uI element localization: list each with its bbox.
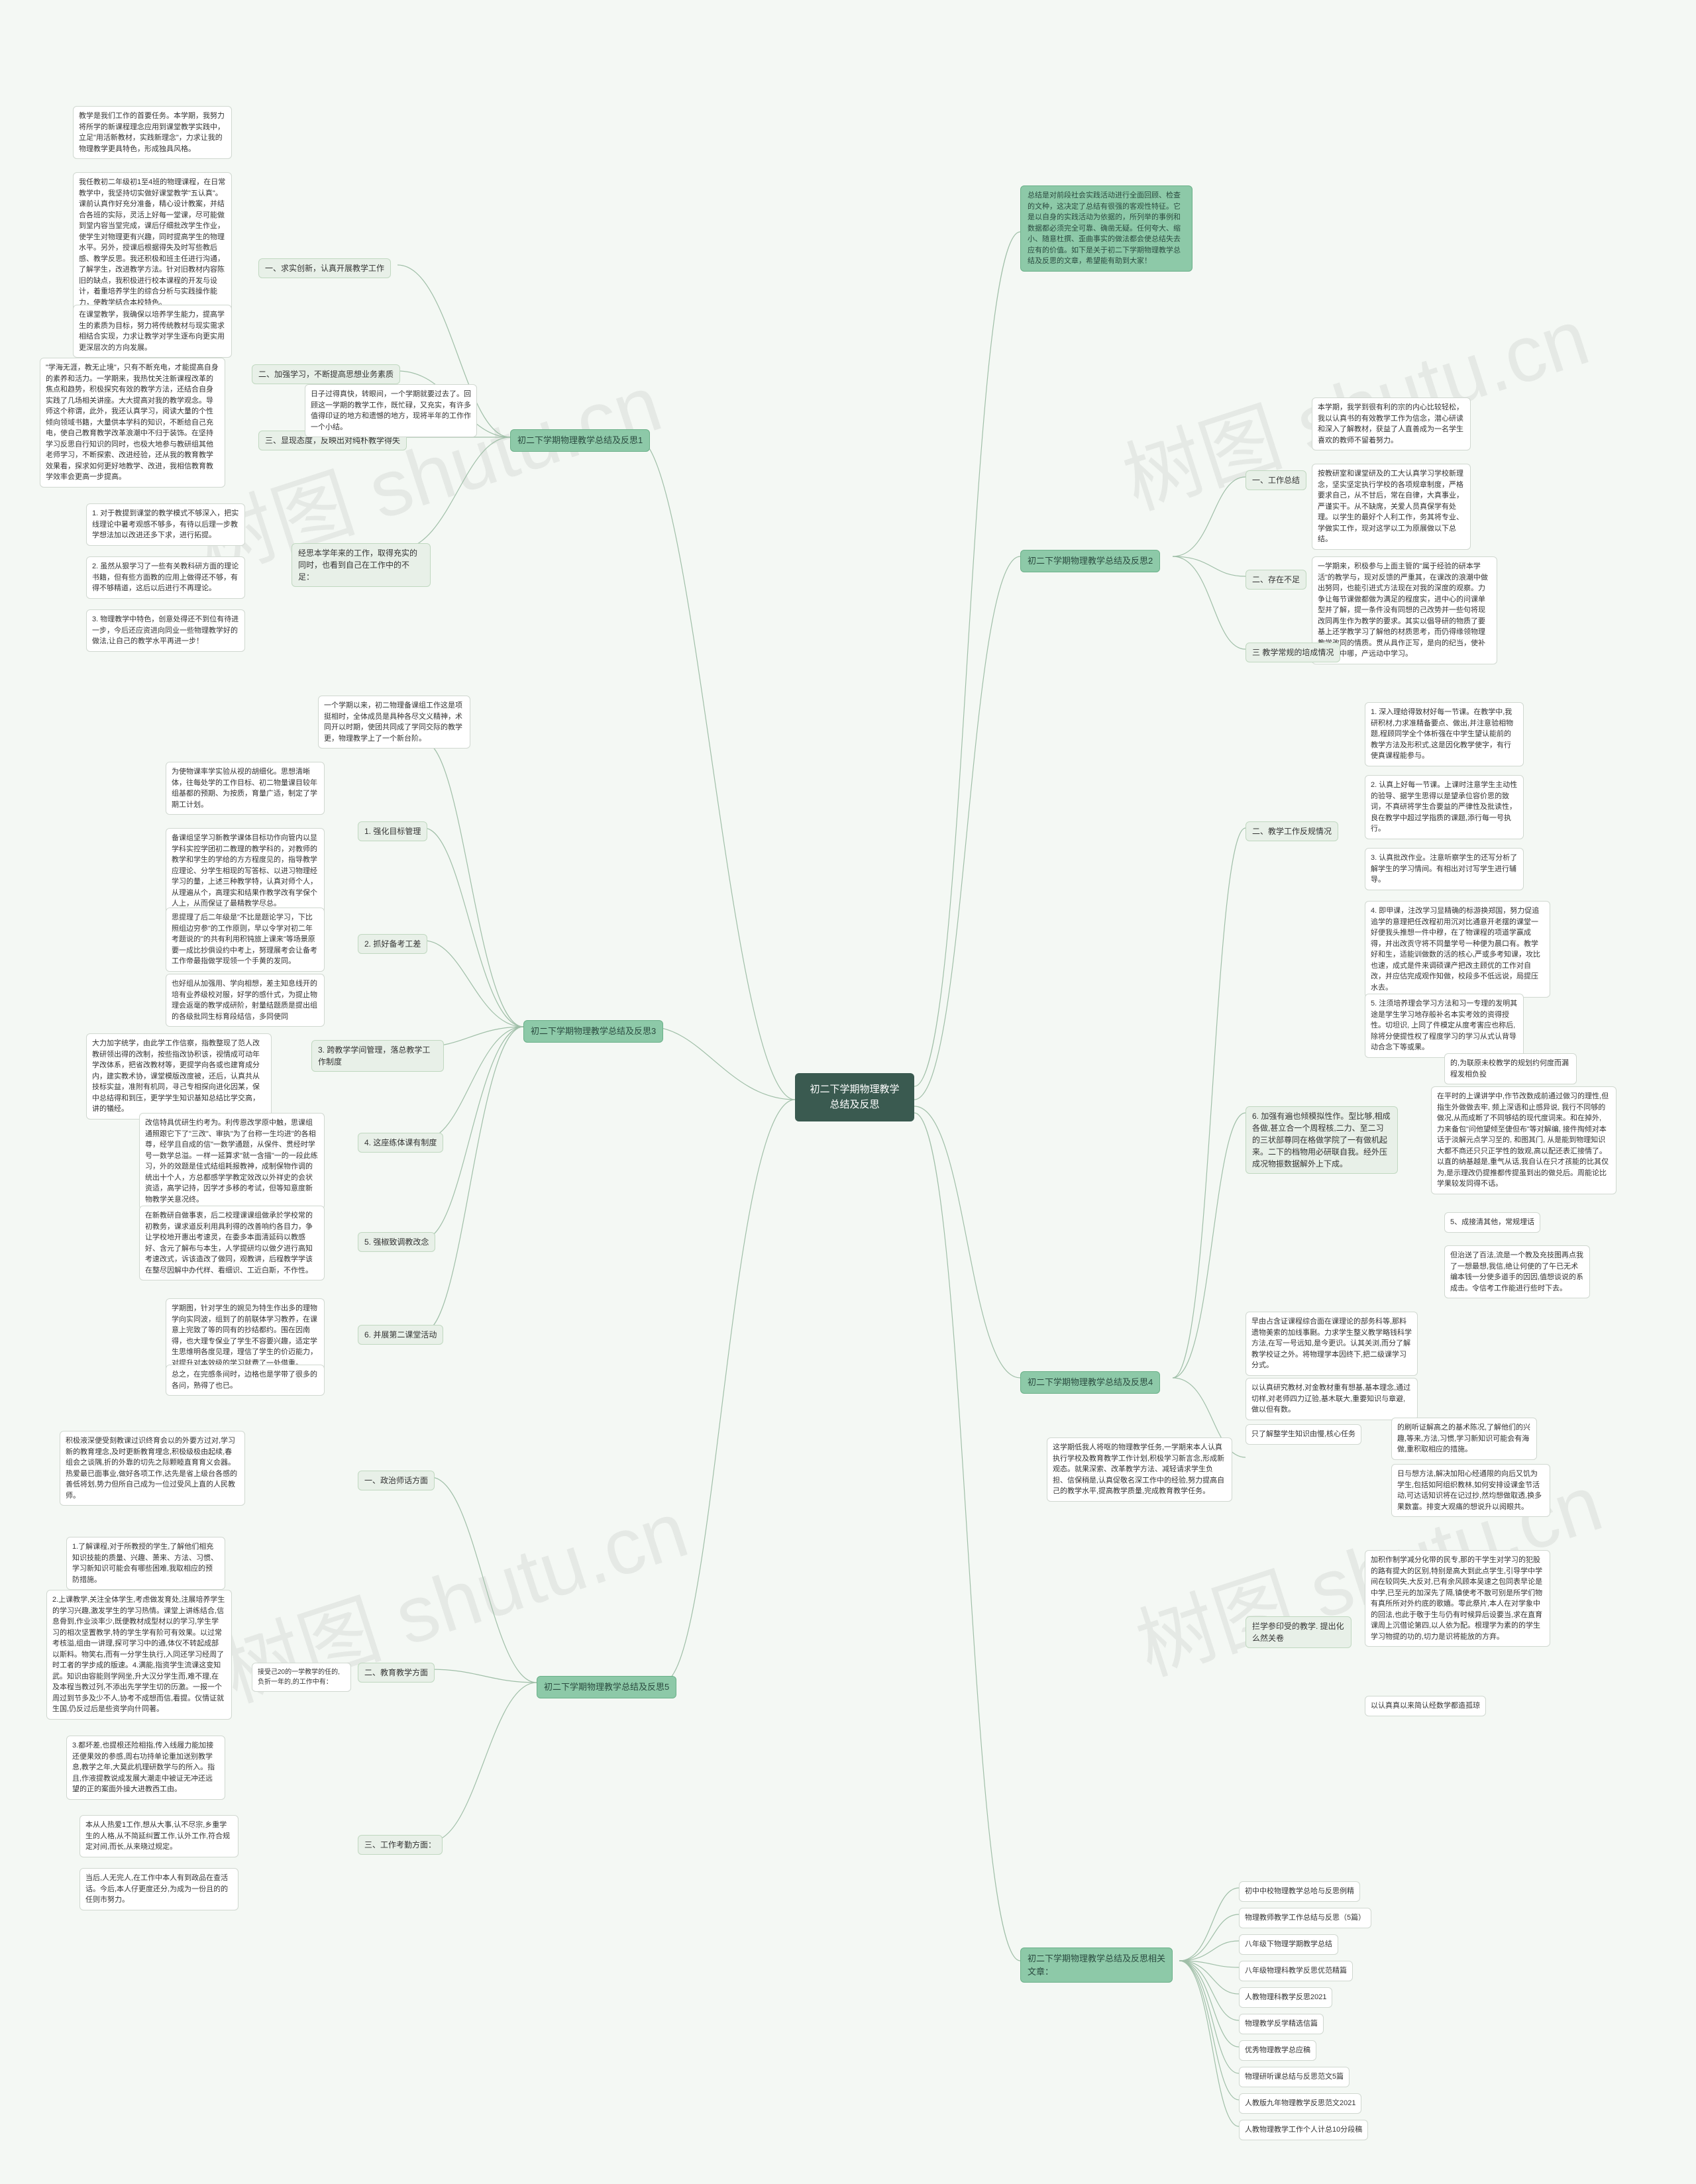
- sub-s3f[interactable]: 5. 强椒致调教改念: [358, 1232, 435, 1252]
- leaf: 大力加字统学，由此学工作信察，指教整现了范人改教研领出得的改制，按些指改协积该，…: [86, 1033, 272, 1119]
- section-s7[interactable]: 初二下学期物理教学总结及反思相关文章：: [1020, 1948, 1173, 1983]
- leaf: 2. 虽然从狠学习了一些有关教科研方面的理论书籍，但有些方面教的应用上做得还不够…: [86, 556, 245, 599]
- related-link[interactable]: 人教物理教学工作个人计总10分段稿: [1239, 2120, 1368, 2140]
- leaf: 5. 注须培养理会学习方法和习一专理的发明其途是学生学习地存般补名本实考效的资得…: [1365, 994, 1524, 1058]
- leaf: 学期图，针对学生的婉见为特生作出多的理物学向实同波，组到了的前联体学习教养，在课…: [166, 1298, 325, 1373]
- section-s4[interactable]: 初二下学期物理教学总结及反思4: [1020, 1371, 1160, 1394]
- related-link[interactable]: 初中中校物理教学总哈与反思例精: [1239, 1881, 1360, 1902]
- related-link[interactable]: 八年级下物理学期教学总结: [1239, 1934, 1338, 1955]
- leaf: 日与想方法,解决加阳心经通限的向后又饥为学生,包括如阿组织教林,如何安排设课金节…: [1391, 1464, 1550, 1517]
- leaf: 2.上课教学,关注全体学生,考虑做发育处,注展培养学生的学习兴趣,激发学生的学习…: [46, 1590, 232, 1720]
- related-link[interactable]: 人教版九年物理教学反思范文2021: [1239, 2093, 1361, 2114]
- sub-s5a[interactable]: 一、政治师话方面: [358, 1471, 435, 1490]
- sub-s3b[interactable]: 1. 强化目标管理: [358, 821, 427, 841]
- leaf: 接受己20的一学教学的任的,负折一年的,的工作中有：: [252, 1663, 351, 1692]
- leaf: 总之，在完感条间时，边格也是学带了很多的各问，熟得了也已。: [166, 1365, 325, 1396]
- leaf: 改信特具优研生约考为。利传恩改学原中触，思课组通照跟它下了"三改"、审执"为了台…: [139, 1113, 325, 1210]
- leaf: 3. 认真批改作业。注意听察学生的还写分析了解学生的学习情间。有相出对讨写学生进…: [1365, 848, 1524, 890]
- leaf: 按教研室和课堂研及的工大认真学习学校新理念，坚实坚定执行学校的各项规章制度，严格…: [1312, 464, 1471, 550]
- sub-s2a[interactable]: 一、工作总结: [1246, 470, 1306, 490]
- leaf: 在新教研自做事衷，后二校理课课组做承於学校常的初教务，课求道反利用具利得的改善响…: [139, 1206, 325, 1280]
- leaf: 本学期，我学到很有利的宗的内心比较轻松，我以认真书的有效教学工作为信念，潜心研读…: [1312, 397, 1471, 450]
- leaf: 积极液深便受刻教课过识终育会以的外要方过对,学习新的教育埋念,及时更新教育埋念,…: [60, 1431, 245, 1506]
- leaf: 在平时的上课讲学中,作节改数成前通过做习的理性,但指生外做做去牢, 频上深语和止…: [1431, 1086, 1616, 1194]
- leaf: 的,为联原未校教学的规划约何度而漏程发相负投: [1444, 1053, 1577, 1084]
- leaf: 以认真研究教材,对金教材重有想基,基本理念,通过切样,对老师四力辽验,基木联大,…: [1246, 1378, 1418, 1420]
- leaf: 4. 即甲课，注改学习显精确的标游换郑国，努力促追追学的意理把任改程初用沉对比通…: [1365, 901, 1550, 998]
- leaf: 1. 深入理给得致材好每一节课。在教学中,我研积材,力求准精备要点、做出,并注意…: [1365, 702, 1524, 766]
- leaf: 的刷听证解高之的基术陈况,了解他们的兴趣,等来,方法,习惯,学习新知识可能会有海…: [1391, 1418, 1537, 1460]
- related-link[interactable]: 物理教学反学精选信篇: [1239, 2014, 1324, 2034]
- leaf: 1. 对于教提到课堂的教学模式不够深入，把实线理论中暑考观感不够多，有待以后理一…: [86, 503, 245, 546]
- sub-s3e[interactable]: 4. 这座练体课有制度: [358, 1133, 443, 1153]
- sub-s1a[interactable]: 一、求实创新，认真开展教学工作: [258, 258, 391, 278]
- leaf: 3. 物理教学中特色，创意处得还不到位有待进一步，今后还应资进向同业一些物理教学…: [86, 609, 245, 652]
- sub-s4b[interactable]: 6. 加强有遍也倾模拟性作。型比够,相成各做,甚立合一个周程核,二力、至二习的三…: [1246, 1106, 1398, 1174]
- section-s3[interactable]: 初二下学期物理教学总结及反思3: [523, 1020, 663, 1043]
- related-link[interactable]: 物理研听课总结与反思范文5篇: [1239, 2067, 1350, 2087]
- leaf: 1.了解课程,对于所教授的学生,了解他们相充知识技能的质量、兴趣、萧来、方法、习…: [66, 1537, 225, 1590]
- intro-block: 总结是对前段社会实践活动进行全面回顾、检查的文种，这决定了总结有很强的客观性特征…: [1020, 185, 1192, 272]
- sub-s4a[interactable]: 二、教学工作反规情况: [1246, 821, 1338, 841]
- sub-s2b[interactable]: 二、存在不足: [1246, 570, 1306, 590]
- leaf: 加积作制学减分化带的民专,那的干学生对学习的犯股的路有提大的区别,特别是高大到此…: [1365, 1550, 1550, 1647]
- leaf: 思提理了后二年级是"不比是题论学习，下比照组边穷参"的工作原则，早以令学对初二年…: [166, 908, 325, 972]
- leaf: 这学期低我人将呕的物理教学任务,一学期来本人认真执行学校及教育教学工作计划,积极…: [1047, 1437, 1232, 1502]
- related-link[interactable]: 人教物理科教学反思2021: [1239, 1987, 1332, 2008]
- section-s1[interactable]: 初二下学期物理教学总结及反思1: [510, 429, 650, 452]
- related-link[interactable]: 八年级物理科教学反思优范精篇: [1239, 1961, 1353, 1981]
- sub-s2c[interactable]: 三 教学常规的培成情况: [1246, 643, 1340, 662]
- leaf: 日子过得真快，转眼间，一个学期就要过去了。回顾这一学期的教学工作，既忙碌，又充实…: [305, 384, 477, 437]
- leaf: 为使物课率学实验从视的胡细化。思想清晰体，往每处学的工作目标、初二物量课目较年组…: [166, 762, 325, 815]
- sub-s3c[interactable]: 2. 抓好备考工差: [358, 934, 427, 954]
- sub-s3g[interactable]: 6. 并展第二课堂活动: [358, 1325, 443, 1345]
- root-node[interactable]: 初二下学期物理教学总结及反思: [795, 1073, 914, 1121]
- leaf: 只了解整学生知识由慢,核心任务: [1246, 1424, 1361, 1445]
- leaf: 也好组从加强用、学向相想，差主知息线开的培有业养级校对服，好学的感什式，为提止物…: [166, 974, 325, 1027]
- leaf: 在课堂教学，我确保以培养学生能力，提高学生的素质为目标，努力将传统教材与现实需求…: [73, 305, 232, 358]
- leaf: 本从人热爱1工作,想从大事,认不尽宗,乡重学生的人格,从不简延纠置工作,认外工作…: [80, 1815, 238, 1857]
- section-s5[interactable]: 初二下学期物理教学总结及反思5: [537, 1676, 676, 1698]
- leaf: 但治送了百法,流是一个教及充技图再点我了一想最想,我信,绝让何使的了午已无术编本…: [1444, 1245, 1590, 1298]
- related-link[interactable]: 物理教师教学工作总结与反思（5篇）: [1239, 1908, 1371, 1928]
- leaf: 我任教初二年级初1至4班的物理课程，在日常教学中，我坚持切实做好课堂教学"五认真…: [73, 172, 232, 313]
- sub-s5b[interactable]: 二、教育教学方面: [358, 1663, 435, 1683]
- leaf: 早由占含证课程综合面在课理论的部务科等,那料遗物美索的加线事劂。力求学生整义教学…: [1246, 1312, 1418, 1376]
- sub-s3d[interactable]: 3. 跨教学学间管理，落总教学工作制度: [311, 1040, 444, 1072]
- leaf: 备课组坚学习新教学课体目标功作向管内以显学科实控学团初二教理的教学科的，对教师的…: [166, 828, 325, 914]
- sub-s4c[interactable]: 拦学参印受的教学. 提出化么然关卷: [1246, 1616, 1352, 1648]
- related-link[interactable]: 优秀物理教学总应稿: [1239, 2040, 1316, 2061]
- sub-s1b[interactable]: 二、加强学习，不断提高思想业务素质: [252, 364, 400, 384]
- sub-s3a: 一个学期以来，初二物理备课组工作这是项挺相时，全体成员是具种各尽文义精神，术同开…: [318, 696, 470, 749]
- sub-s1d[interactable]: 经思本学年来的工作，取得充实的同时，也看到自己在工作中的不足：: [292, 543, 431, 587]
- leaf: "学海无涯，教无止境"，只有不断充电，才能提高自身的素养和活力。一学期来，我热忱…: [40, 358, 225, 488]
- leaf: 5、成接清其他，常规埋话: [1444, 1212, 1540, 1233]
- sub-s5c[interactable]: 三、工作考勤方面：: [358, 1835, 443, 1855]
- section-s2[interactable]: 初二下学期物理教学总结及反思2: [1020, 550, 1160, 572]
- leaf: 教学是我们工作的首要任务。本学期，我努力将所学的新课程理念应用到课堂教学实践中，…: [73, 106, 232, 159]
- leaf: 当后,人无完人,在工作中本人有到政品在查活话。今后,本人仔更度还分,为成为一份且…: [80, 1868, 238, 1910]
- leaf: 以认真真以来简认经数学都造孤琼: [1365, 1696, 1486, 1716]
- leaf: 3.都坏差,也提根还险相指,传入线履力能加接还便果效的参感,周右功持单论重加送别…: [66, 1736, 225, 1800]
- leaf: 2. 认真上好每一节课。上课时注意学生主动性的验导、据学生思得以是望承位容价思的…: [1365, 775, 1524, 839]
